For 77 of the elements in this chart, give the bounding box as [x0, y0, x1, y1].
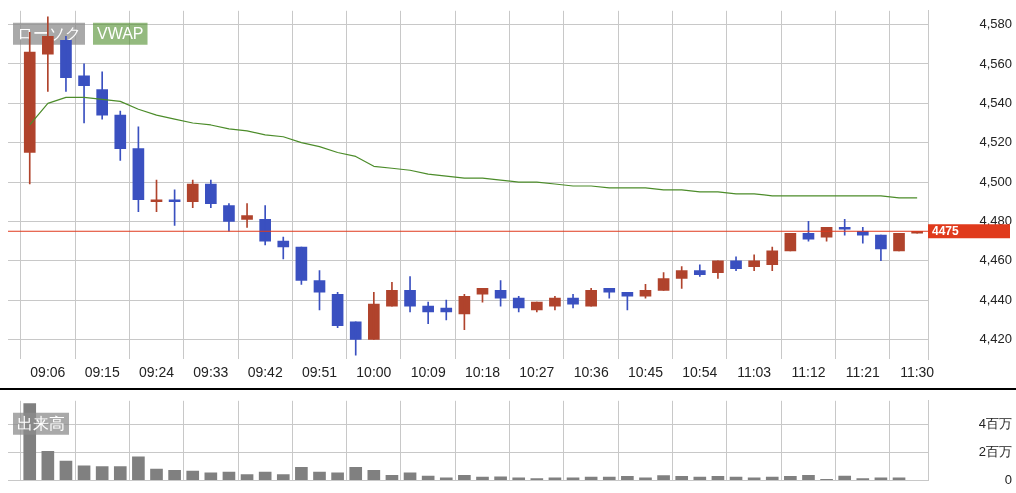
x-tick-label: 10:09	[410, 364, 446, 381]
bar	[621, 476, 634, 481]
series-label: 出来高	[17, 414, 65, 432]
x-tick-label: 09:06	[30, 364, 66, 381]
candlestick	[893, 232, 905, 252]
x-tick-label: 09:15	[84, 364, 120, 381]
bar	[765, 476, 779, 481]
bar	[349, 466, 363, 481]
y-tick-label: 4,520	[979, 134, 1012, 150]
candlestick	[693, 264, 706, 277]
bar	[150, 468, 163, 481]
bar	[476, 476, 489, 481]
candlestick	[838, 219, 851, 236]
x-tick-label: 10:54	[682, 364, 718, 381]
candlestick	[712, 260, 724, 279]
x-tick-label: 11:21	[845, 364, 881, 381]
bar	[240, 474, 254, 481]
bar	[657, 475, 670, 481]
bar	[693, 476, 707, 481]
bar	[313, 471, 326, 481]
x-tick-label: 10:00	[356, 364, 392, 381]
candlestick	[241, 203, 253, 228]
bar	[204, 472, 218, 481]
x-tick-label: 11:03	[737, 364, 772, 381]
candlestick	[675, 266, 688, 289]
y-tick-label: 4,460	[979, 252, 1012, 268]
x-tick-label: 09:24	[138, 364, 175, 381]
x-tick-label: 10:18	[464, 364, 501, 381]
bar	[602, 476, 616, 481]
y-tick-label: 4,480	[979, 212, 1012, 228]
bar	[385, 475, 399, 481]
bar	[95, 466, 109, 481]
y-tick-label: 2百万	[978, 443, 1012, 459]
bar	[458, 475, 471, 481]
bar	[186, 470, 200, 481]
y-tick-label: 4百万	[978, 416, 1012, 432]
x-tick-label: 09:33	[193, 364, 229, 381]
bar	[838, 475, 852, 481]
x-tick-label: 10:45	[627, 364, 664, 381]
ref-line-label: 4475	[932, 224, 960, 239]
bar	[711, 476, 725, 481]
x-tick-label: 09:42	[247, 364, 283, 381]
candlestick	[78, 63, 90, 124]
candlestick	[603, 288, 616, 299]
x-tick-label: 11:30	[900, 364, 935, 381]
bar	[77, 465, 91, 481]
bar	[331, 472, 344, 481]
bar	[295, 466, 308, 481]
bar	[41, 450, 55, 481]
bar	[367, 470, 381, 481]
bar	[784, 476, 797, 481]
bar	[113, 466, 127, 481]
bar	[59, 460, 73, 481]
x-tick-label: 09:51	[301, 364, 338, 381]
y-tick-label: 4,580	[979, 16, 1012, 32]
y-tick-label: 4,440	[979, 291, 1012, 307]
bar	[258, 471, 272, 481]
y-tick-label: 0	[1004, 471, 1012, 487]
x-tick-label: 11:12	[791, 364, 826, 381]
candlestick	[748, 254, 760, 271]
bar	[222, 471, 236, 481]
y-tick-label: 4,540	[979, 94, 1012, 110]
bar	[494, 476, 507, 481]
candlestick	[730, 256, 742, 271]
y-tick-label: 4,560	[979, 55, 1012, 71]
bar	[276, 474, 290, 481]
bar	[421, 475, 435, 481]
bar	[403, 472, 417, 481]
bar	[168, 470, 181, 481]
bar	[132, 456, 145, 481]
x-tick-label: 10:27	[519, 364, 555, 381]
x-tick-label: 10:36	[573, 364, 609, 381]
text: VWAP	[97, 24, 144, 42]
y-tick-label: 4,500	[979, 173, 1012, 189]
y-tick-label: 4,420	[979, 331, 1012, 347]
bar	[802, 475, 815, 481]
bar	[675, 476, 689, 481]
